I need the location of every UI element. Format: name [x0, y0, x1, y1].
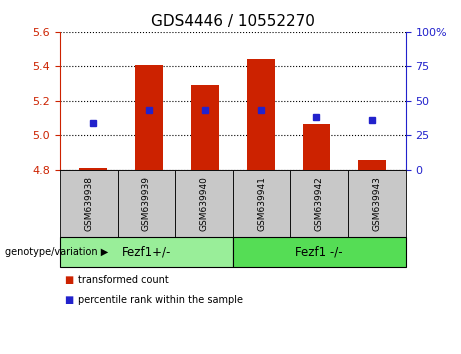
Text: Fezf1 -/-: Fezf1 -/-	[296, 246, 343, 259]
Text: GSM639940: GSM639940	[200, 176, 208, 231]
Text: percentile rank within the sample: percentile rank within the sample	[78, 295, 243, 306]
Bar	[358, 160, 386, 170]
Text: ■: ■	[65, 275, 74, 285]
Title: GDS4446 / 10552270: GDS4446 / 10552270	[151, 14, 315, 29]
Text: transformed count: transformed count	[78, 275, 169, 285]
Text: GSM639942: GSM639942	[315, 176, 324, 231]
Bar	[79, 168, 107, 170]
Bar	[247, 59, 275, 170]
Text: GSM639943: GSM639943	[372, 176, 381, 231]
Text: GSM639939: GSM639939	[142, 176, 151, 231]
Bar	[135, 65, 163, 170]
Text: GSM639941: GSM639941	[257, 176, 266, 231]
Bar	[191, 85, 219, 170]
Text: genotype/variation ▶: genotype/variation ▶	[5, 247, 108, 257]
Text: GSM639938: GSM639938	[84, 176, 93, 231]
Bar	[302, 124, 331, 170]
Text: ■: ■	[65, 295, 74, 306]
Text: Fezf1+/-: Fezf1+/-	[122, 246, 171, 259]
